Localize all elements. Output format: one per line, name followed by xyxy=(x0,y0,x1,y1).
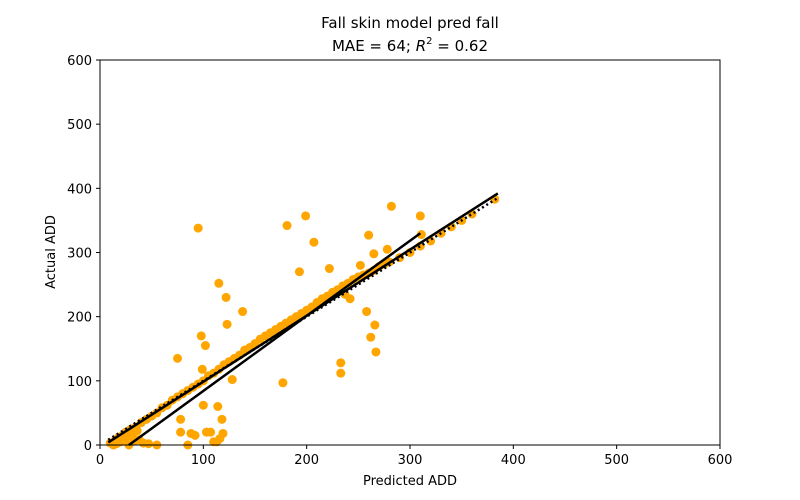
data-point xyxy=(301,211,311,221)
x-tick-label: 300 xyxy=(398,453,423,468)
data-point xyxy=(206,427,216,437)
data-point xyxy=(416,230,426,240)
x-tick-label: 200 xyxy=(294,453,319,468)
y-tick-label: 600 xyxy=(67,54,92,69)
lines-layer xyxy=(107,192,499,447)
data-point xyxy=(200,341,210,351)
y-tick-label: 400 xyxy=(67,182,92,197)
data-point xyxy=(198,400,208,410)
subtitle-suffix: = 0.62 xyxy=(433,37,489,55)
data-point xyxy=(132,426,142,436)
data-point xyxy=(415,211,425,221)
x-axis: 0 100 200 300 400 500 600 xyxy=(96,445,733,468)
regression-line xyxy=(128,232,422,447)
data-point xyxy=(213,402,223,411)
data-point xyxy=(197,364,207,374)
data-point xyxy=(366,332,376,342)
y-tick-label: 0 xyxy=(84,439,92,454)
data-point xyxy=(193,223,203,233)
data-point xyxy=(294,267,304,277)
data-point xyxy=(324,264,334,274)
data-point xyxy=(369,249,379,259)
y-tick-label: 500 xyxy=(67,118,92,133)
data-point xyxy=(214,278,224,288)
data-point xyxy=(371,347,381,357)
x-tick-label: 600 xyxy=(708,453,733,468)
data-point xyxy=(176,414,186,424)
subtitle-prefix: MAE = 64; xyxy=(332,37,416,55)
data-point xyxy=(355,260,365,270)
data-point xyxy=(370,320,380,330)
data-point xyxy=(196,331,206,341)
data-point xyxy=(144,439,154,449)
data-point xyxy=(386,201,396,211)
data-point xyxy=(309,237,319,247)
chart-subtitle: MAE = 64; R2 = 0.62 xyxy=(332,36,488,55)
y-tick-label: 100 xyxy=(67,375,92,390)
data-point xyxy=(222,319,232,329)
y-axis: 0 100 200 300 400 500 600 xyxy=(67,54,100,454)
x-tick-label: 100 xyxy=(191,453,216,468)
x-tick-label: 500 xyxy=(604,453,629,468)
x-axis-label: Predicted ADD xyxy=(363,474,457,489)
chart-title: Fall skin model pred fall xyxy=(321,14,499,32)
data-point xyxy=(217,414,227,424)
data-point xyxy=(190,430,200,440)
data-point xyxy=(382,244,392,254)
x-tick-label: 400 xyxy=(501,453,526,468)
data-point xyxy=(238,307,248,317)
subtitle-r-symbol: R xyxy=(416,37,426,55)
y-tick-label: 200 xyxy=(67,311,92,326)
data-point xyxy=(336,358,346,368)
data-point xyxy=(282,221,292,231)
subtitle-r-exponent: 2 xyxy=(426,36,432,47)
data-point xyxy=(362,307,372,317)
data-point xyxy=(278,378,288,388)
data-point xyxy=(345,294,355,304)
y-tick-label: 300 xyxy=(67,247,92,262)
data-point xyxy=(364,230,374,240)
data-point xyxy=(221,292,231,302)
data-point xyxy=(218,428,228,438)
data-point xyxy=(176,427,186,437)
y-axis-label: Actual ADD xyxy=(44,215,59,289)
data-point xyxy=(336,368,346,378)
data-point xyxy=(227,375,237,385)
data-point xyxy=(173,353,182,363)
x-tick-label: 0 xyxy=(96,453,104,468)
